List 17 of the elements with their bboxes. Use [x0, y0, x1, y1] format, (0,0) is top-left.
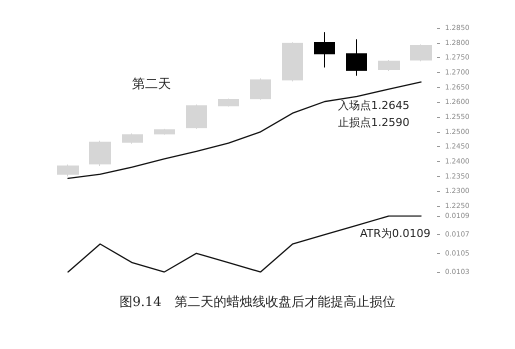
text: 图9.14 第二天的蜡烛线收盘后才能提高止损位	[118, 294, 396, 311]
candlestick	[410, 44, 432, 62]
candlestick	[218, 98, 239, 108]
candlestick	[250, 78, 271, 100]
candlestick	[282, 42, 303, 82]
candlestick	[186, 104, 207, 130]
candlestick	[89, 140, 111, 166]
candlestick	[154, 128, 175, 136]
annotation: 第二天	[132, 77, 171, 92]
annotation: ATR为0.0109	[360, 227, 431, 240]
candlestick	[346, 38, 367, 76]
candlestick	[57, 164, 79, 177]
candlestick	[314, 32, 335, 68]
candlestick	[378, 60, 400, 72]
annotation: 入场点1.2645	[338, 99, 410, 112]
annotation: 止损点1.2590	[338, 116, 410, 129]
candlestick	[122, 132, 143, 144]
